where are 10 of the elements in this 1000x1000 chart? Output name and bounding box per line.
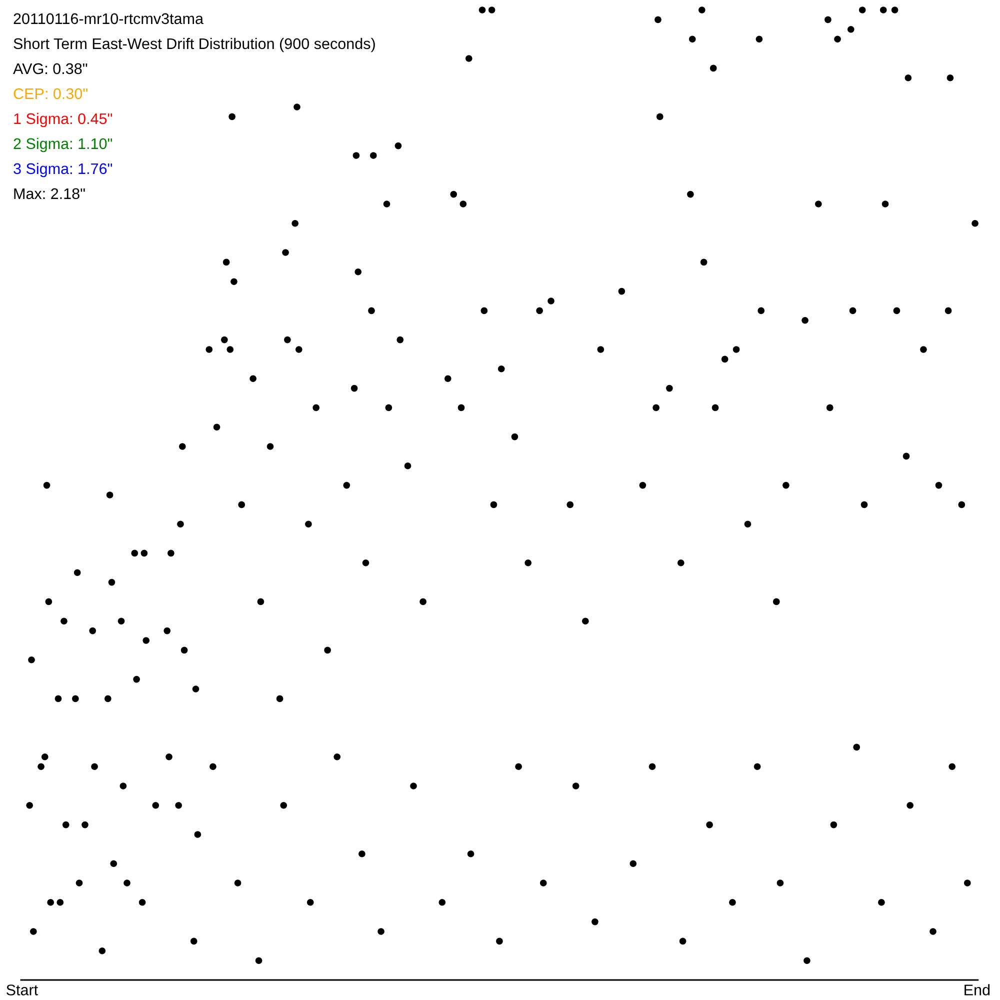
annotation: 2 Sigma: 1.10": [14, 138, 112, 152]
annotation: CEP: 0.30": [14, 88, 88, 100]
annotation: AVG: 0.38": [13, 63, 88, 74]
chart-title: 20110116-mr10-rtcmv3tama: [14, 13, 204, 24]
annotation: 3 Sigma: 1.76": [14, 162, 112, 178]
text: Short Term East-West Drift Distribution (900 seconds): [14, 38, 375, 52]
x-tick-label: Start: [6, 984, 38, 996]
annotation: Max: 2.18": [14, 188, 85, 200]
annotation: 1 Sigma: 0.45": [14, 112, 112, 128]
x-tick-label: End: [964, 984, 990, 996]
